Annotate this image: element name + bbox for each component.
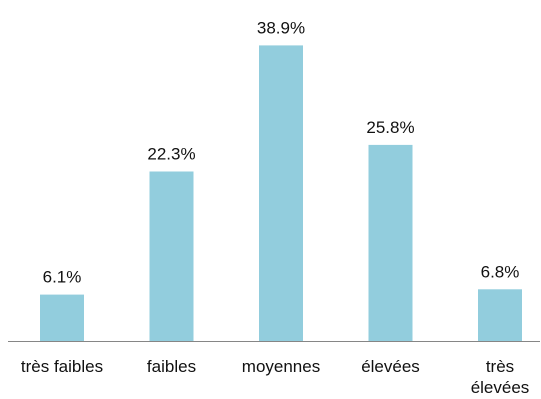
category-label: moyennes (242, 357, 320, 376)
category-label-line: très faibles (21, 357, 103, 376)
category-label-line: moyennes (242, 357, 320, 376)
category-label-line: élevées (361, 357, 420, 376)
bar-value-label: 25.8% (366, 118, 414, 137)
bar-value-label: 22.3% (147, 145, 195, 164)
category-label-line: très (486, 357, 514, 376)
category-label: élevées (361, 357, 420, 376)
bar (368, 144, 413, 341)
bar (259, 45, 303, 342)
category-label-line: élevées (471, 378, 530, 397)
value-labels-layer: 6.1% 22.3% 38.9% 25.8% 6.8% (43, 18, 520, 286)
bar (149, 171, 194, 341)
category-label: faibles (147, 357, 196, 376)
bar (478, 289, 522, 341)
bars-layer (40, 45, 522, 342)
category-label: très faibles (21, 357, 103, 376)
bar-value-label: 6.8% (481, 262, 520, 281)
category-label-line: faibles (147, 357, 196, 376)
bar (40, 294, 84, 341)
category-labels-layer: très faibles faibles moyennes élevées très él… (21, 357, 529, 397)
category-label: très élevées (471, 357, 530, 397)
bar-value-label: 6.1% (43, 268, 82, 287)
bar-value-label: 38.9% (257, 18, 305, 37)
